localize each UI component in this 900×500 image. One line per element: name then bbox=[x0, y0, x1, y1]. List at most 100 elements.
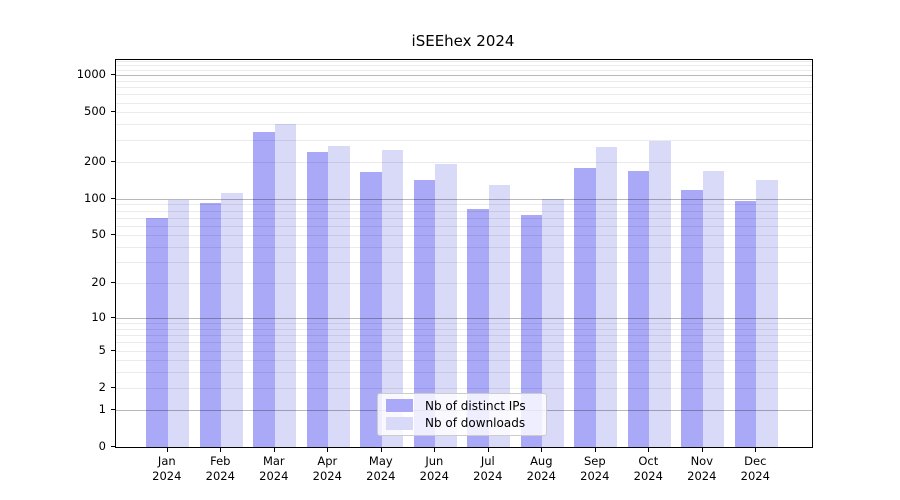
x-tick-label: Aug 2024 bbox=[509, 454, 573, 484]
y-gridline-minor bbox=[116, 87, 812, 89]
y-gridline-minor bbox=[116, 161, 812, 163]
y-tick-label: 100 bbox=[84, 190, 106, 205]
bar-distinct-ips-oct-2024 bbox=[627, 170, 650, 447]
x-tick-mark bbox=[327, 447, 329, 452]
y-tick-mark bbox=[111, 349, 115, 351]
y-gridline-minor bbox=[116, 210, 812, 212]
legend-label-downloads: Nb of downloads bbox=[425, 416, 526, 431]
x-tick-mark bbox=[755, 447, 757, 452]
y-tick-mark bbox=[111, 316, 115, 318]
y-gridline-minor bbox=[116, 65, 812, 67]
y-gridline-minor bbox=[116, 335, 812, 337]
bar-downloads-jun-2024 bbox=[435, 164, 457, 447]
y-tick-label: 200 bbox=[84, 153, 106, 168]
y-tick-label: 5 bbox=[98, 342, 106, 357]
y-tick-mark bbox=[111, 386, 115, 388]
plot-area bbox=[115, 59, 813, 448]
x-tick-mark bbox=[648, 447, 650, 452]
x-tick-mark bbox=[380, 447, 382, 452]
legend-item-distinct-ips: Nb of distinct IPs bbox=[386, 399, 538, 413]
chart-title: iSEEhex 2024 bbox=[411, 32, 515, 50]
y-gridline-minor bbox=[116, 225, 812, 227]
y-gridline-minor bbox=[116, 247, 812, 249]
y-tick-label: 10 bbox=[91, 309, 106, 324]
x-tick-label: Jun 2024 bbox=[402, 454, 466, 484]
x-tick-mark bbox=[166, 447, 168, 452]
bar-distinct-ips-feb-2024 bbox=[199, 203, 222, 447]
x-tick-label: Feb 2024 bbox=[188, 454, 252, 484]
y-gridline-minor bbox=[116, 323, 812, 325]
x-tick-year: 2024 bbox=[259, 469, 289, 483]
bar-distinct-ips-jul-2024 bbox=[467, 208, 489, 447]
y-gridline-minor bbox=[116, 328, 812, 330]
bar-downloads-sep-2024 bbox=[595, 146, 618, 447]
x-tick-mark bbox=[541, 447, 543, 452]
y-tick-label: 0 bbox=[98, 439, 106, 453]
y-tick-mark bbox=[111, 160, 115, 162]
bar-distinct-ips-aug-2024 bbox=[520, 214, 543, 447]
bar-distinct-ips-nov-2024 bbox=[681, 190, 703, 447]
x-tick-year: 2024 bbox=[419, 469, 449, 483]
y-gridline-minor bbox=[116, 102, 812, 104]
y-gridline-minor bbox=[116, 262, 812, 264]
x-tick-label: Nov 2024 bbox=[670, 454, 734, 484]
y-tick-label: 500 bbox=[84, 104, 106, 119]
y-gridline-minor bbox=[116, 124, 812, 126]
y-gridline-minor bbox=[116, 360, 812, 362]
x-tick-label: May 2024 bbox=[349, 454, 413, 484]
y-gridline-minor bbox=[116, 94, 812, 96]
y-gridline-minor bbox=[116, 61, 812, 63]
y-tick-mark bbox=[111, 408, 115, 410]
y-gridline-major bbox=[116, 317, 812, 319]
y-gridline-minor bbox=[116, 283, 812, 285]
x-tick-year: 2024 bbox=[473, 469, 503, 483]
y-tick-mark bbox=[111, 74, 115, 76]
bar-distinct-ips-sep-2024 bbox=[574, 168, 596, 447]
x-tick-year: 2024 bbox=[526, 469, 556, 483]
legend-swatch-downloads bbox=[386, 416, 413, 430]
y-gridline-minor bbox=[116, 387, 812, 389]
y-tick-mark bbox=[111, 111, 115, 113]
x-tick-label: Oct 2024 bbox=[616, 454, 680, 484]
y-tick-label: 1 bbox=[98, 401, 106, 416]
y-gridline-minor bbox=[116, 372, 812, 374]
y-tick-mark bbox=[111, 282, 115, 284]
bar-downloads-oct-2024 bbox=[649, 140, 671, 447]
y-gridline-major bbox=[116, 75, 812, 77]
y-gridline-minor bbox=[116, 350, 812, 352]
x-tick-label: Apr 2024 bbox=[295, 454, 359, 484]
y-gridline-minor bbox=[116, 342, 812, 344]
y-tick-mark bbox=[111, 197, 115, 199]
y-tick-mark bbox=[111, 446, 115, 447]
bar-downloads-mar-2024 bbox=[274, 124, 297, 447]
x-tick-mark bbox=[487, 447, 489, 452]
x-tick-label: Dec 2024 bbox=[723, 454, 787, 484]
x-tick-mark bbox=[220, 447, 222, 452]
bar-downloads-jul-2024 bbox=[488, 184, 511, 447]
y-tick-label: 1000 bbox=[76, 67, 106, 82]
x-tick-year: 2024 bbox=[740, 469, 770, 483]
y-gridline-minor bbox=[116, 139, 812, 141]
x-tick-mark bbox=[701, 447, 703, 452]
y-gridline-major bbox=[116, 198, 812, 200]
x-tick-year: 2024 bbox=[205, 469, 235, 483]
x-tick-label: Sep 2024 bbox=[563, 454, 627, 484]
y-tick-mark bbox=[111, 234, 115, 236]
legend-swatch-distinct-ips bbox=[386, 399, 413, 413]
y-tick-label: 20 bbox=[91, 275, 106, 290]
x-tick-year: 2024 bbox=[580, 469, 610, 483]
bar-downloads-dec-2024 bbox=[756, 180, 778, 447]
bar-distinct-ips-apr-2024 bbox=[306, 152, 329, 447]
legend: Nb of distinct IPs Nb of downloads bbox=[377, 393, 547, 436]
bar-downloads-aug-2024 bbox=[542, 198, 564, 447]
bar-downloads-feb-2024 bbox=[221, 193, 243, 447]
bar-downloads-may-2024 bbox=[381, 149, 404, 447]
bar-distinct-ips-jan-2024 bbox=[146, 217, 168, 447]
x-tick-year: 2024 bbox=[152, 469, 182, 483]
x-tick-year: 2024 bbox=[312, 469, 342, 483]
y-tick-label: 50 bbox=[91, 227, 106, 242]
y-tick-label: 2 bbox=[98, 379, 106, 394]
x-tick-mark bbox=[594, 447, 596, 452]
y-gridline-minor bbox=[116, 204, 812, 206]
